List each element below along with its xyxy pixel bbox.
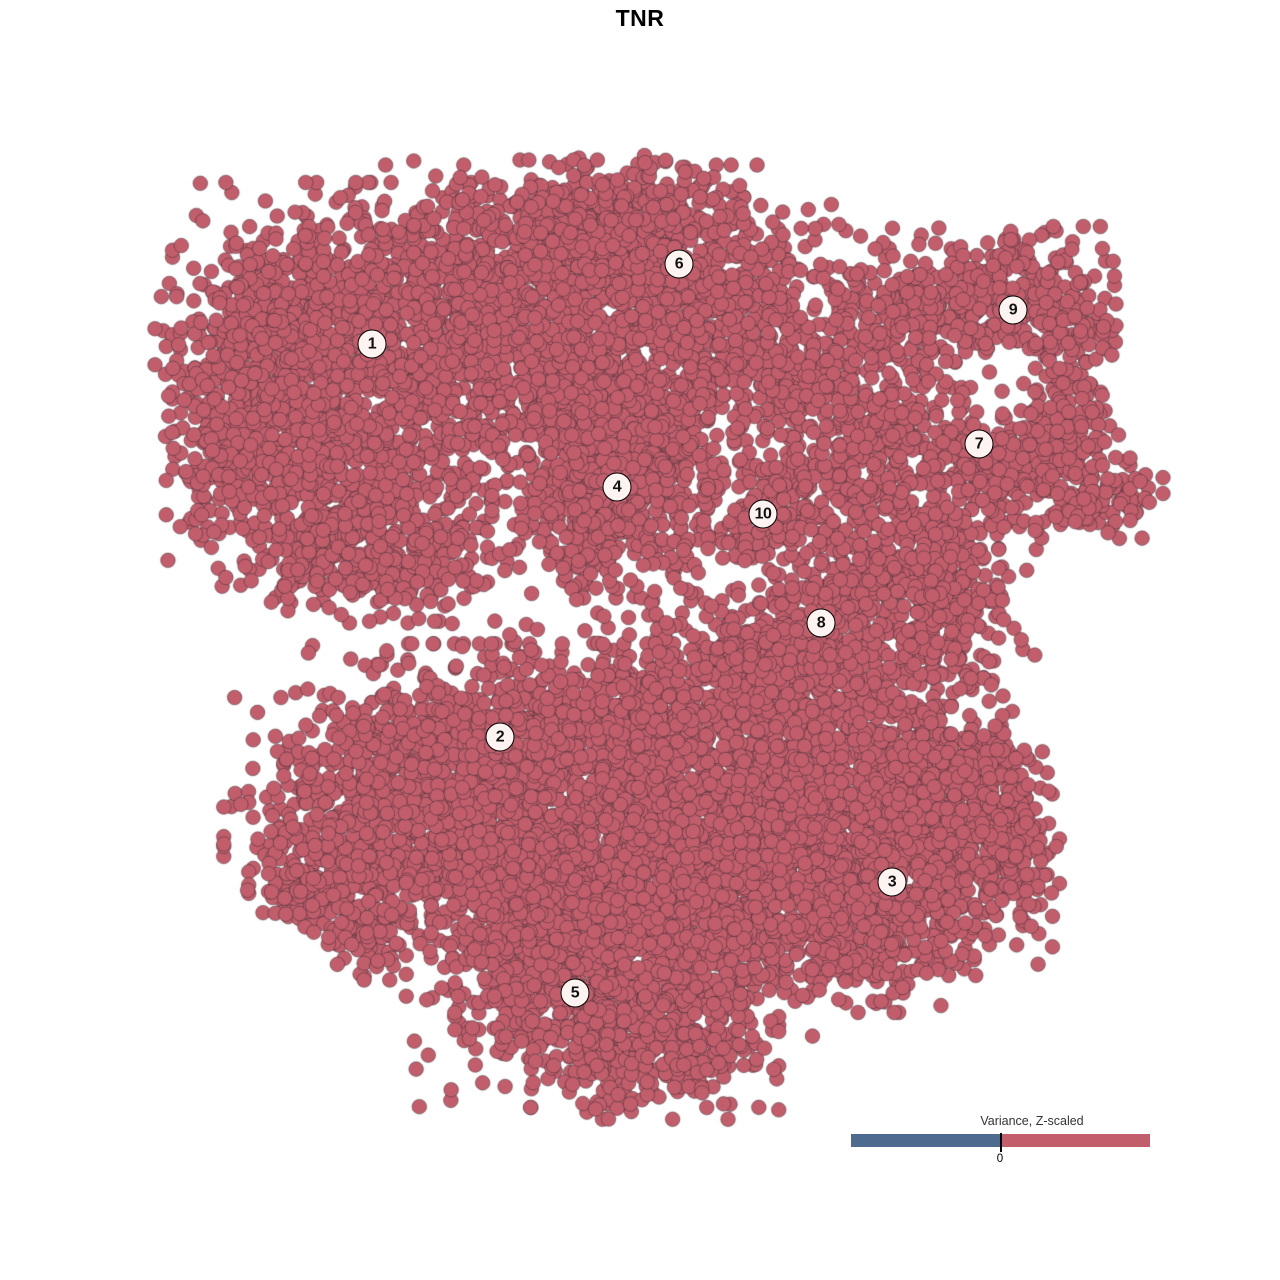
cluster-label-1: 1 [357,329,387,359]
cluster-label-9: 9 [998,295,1028,325]
cluster-label-2: 2 [485,722,515,752]
cluster-label-5: 5 [560,978,590,1008]
cluster-label-10: 10 [748,499,778,529]
cluster-label-7: 7 [964,429,994,459]
plot-title: TNR [615,5,665,31]
cluster-label-4: 4 [602,472,632,502]
cluster-label-6: 6 [664,249,694,279]
cluster-label-3: 3 [877,867,907,897]
cluster-label-8: 8 [806,608,836,638]
